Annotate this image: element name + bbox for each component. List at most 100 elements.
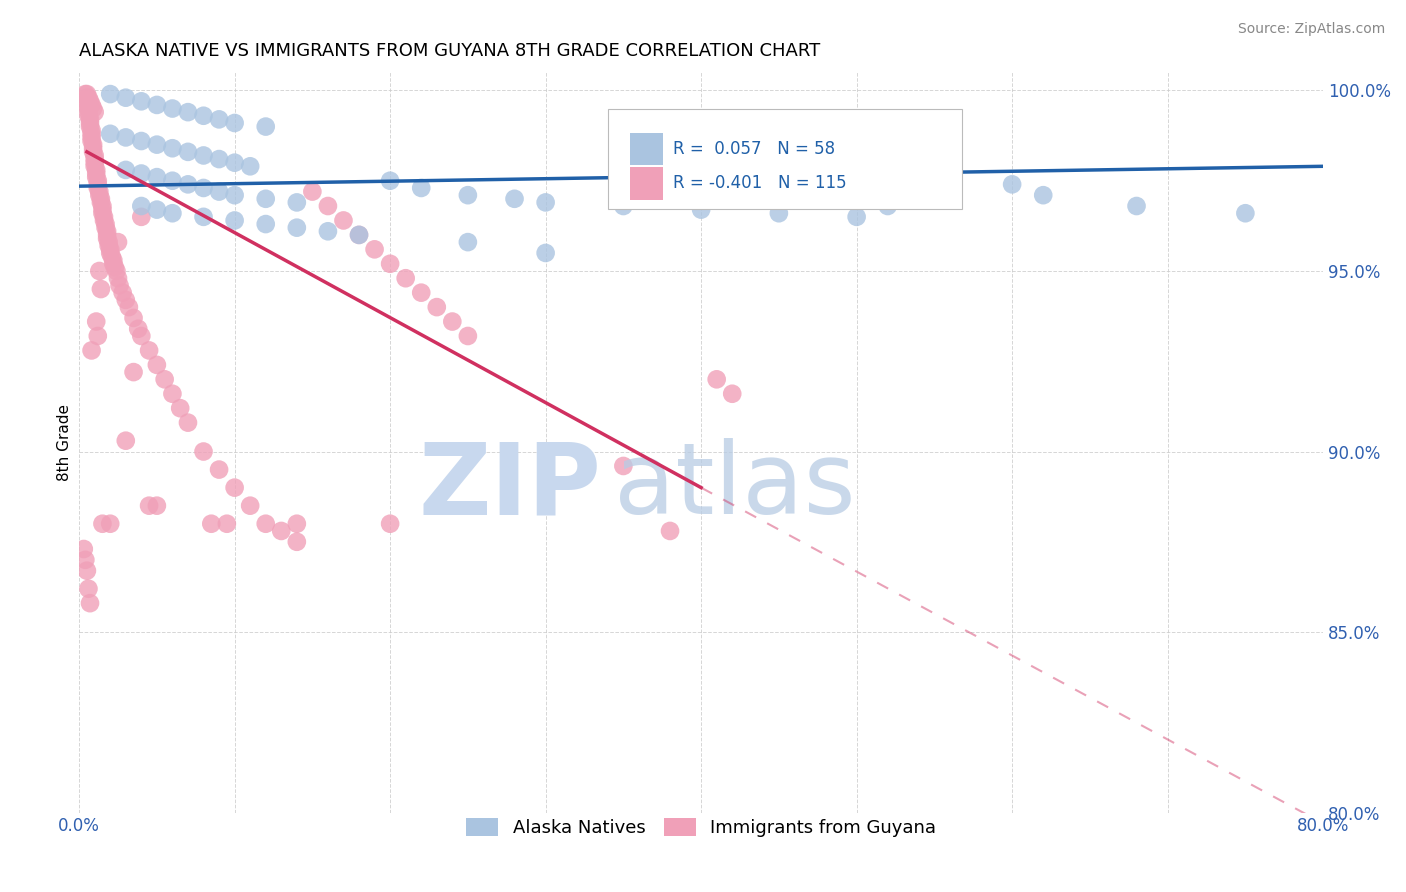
Point bbox=[98, 516, 121, 531]
Point bbox=[93, 213, 115, 227]
Point bbox=[193, 444, 215, 458]
Point bbox=[122, 310, 145, 325]
Point bbox=[87, 329, 110, 343]
Point bbox=[122, 365, 145, 379]
Point bbox=[146, 170, 169, 185]
Point bbox=[285, 516, 308, 531]
Point bbox=[138, 343, 160, 358]
Point bbox=[177, 416, 200, 430]
Point bbox=[363, 243, 385, 257]
Point bbox=[96, 224, 118, 238]
Point bbox=[224, 188, 246, 202]
Point bbox=[104, 260, 127, 275]
Point bbox=[162, 386, 184, 401]
Point bbox=[107, 271, 129, 285]
Point bbox=[114, 293, 136, 307]
Point bbox=[924, 174, 946, 188]
Point bbox=[77, 91, 100, 105]
Point bbox=[82, 102, 104, 116]
Point bbox=[270, 524, 292, 538]
Point bbox=[169, 401, 191, 416]
Point bbox=[254, 120, 277, 134]
Point bbox=[82, 145, 104, 159]
Point bbox=[162, 174, 184, 188]
Point bbox=[114, 130, 136, 145]
Point bbox=[224, 213, 246, 227]
Point bbox=[103, 253, 125, 268]
Point bbox=[200, 516, 222, 531]
Y-axis label: 8th Grade: 8th Grade bbox=[58, 404, 72, 481]
Legend: Alaska Natives, Immigrants from Guyana: Alaska Natives, Immigrants from Guyana bbox=[458, 811, 943, 844]
Point bbox=[76, 95, 98, 109]
Point bbox=[82, 141, 104, 155]
Point bbox=[80, 98, 103, 112]
Point bbox=[503, 192, 526, 206]
Point bbox=[76, 91, 98, 105]
Point bbox=[105, 264, 128, 278]
Point bbox=[98, 127, 121, 141]
Point bbox=[91, 199, 114, 213]
Point bbox=[162, 102, 184, 116]
Point bbox=[347, 227, 370, 242]
FancyBboxPatch shape bbox=[630, 167, 662, 200]
Point bbox=[107, 235, 129, 249]
Point bbox=[254, 217, 277, 231]
Point bbox=[146, 202, 169, 217]
Point bbox=[706, 372, 728, 386]
Point bbox=[876, 199, 898, 213]
Point bbox=[79, 116, 101, 130]
Point bbox=[87, 178, 110, 192]
Point bbox=[89, 188, 111, 202]
Point bbox=[101, 250, 124, 264]
Point bbox=[208, 112, 231, 127]
Point bbox=[378, 174, 401, 188]
Point bbox=[193, 181, 215, 195]
Point bbox=[96, 227, 118, 242]
Point bbox=[146, 137, 169, 152]
Point bbox=[285, 534, 308, 549]
Point bbox=[79, 596, 101, 610]
Point bbox=[131, 199, 153, 213]
Point bbox=[131, 167, 153, 181]
Point bbox=[89, 185, 111, 199]
Point bbox=[721, 386, 744, 401]
Point bbox=[83, 155, 105, 169]
Point bbox=[87, 174, 110, 188]
Point bbox=[162, 141, 184, 155]
Point bbox=[441, 314, 464, 328]
Point bbox=[612, 199, 634, 213]
Point bbox=[76, 98, 98, 112]
Text: ZIP: ZIP bbox=[419, 438, 602, 535]
Point bbox=[114, 434, 136, 448]
Point bbox=[208, 185, 231, 199]
Point bbox=[84, 162, 107, 177]
Point bbox=[79, 95, 101, 109]
Point bbox=[79, 112, 101, 127]
Point bbox=[93, 210, 115, 224]
FancyBboxPatch shape bbox=[607, 110, 962, 210]
Point bbox=[77, 109, 100, 123]
Point bbox=[75, 87, 97, 101]
Point bbox=[224, 155, 246, 169]
Point bbox=[131, 210, 153, 224]
Point bbox=[457, 188, 479, 202]
Point bbox=[83, 148, 105, 162]
Point bbox=[108, 278, 131, 293]
Text: atlas: atlas bbox=[614, 438, 856, 535]
Point bbox=[84, 170, 107, 185]
Point bbox=[87, 181, 110, 195]
Point bbox=[395, 271, 418, 285]
Point bbox=[94, 217, 117, 231]
Point bbox=[80, 134, 103, 148]
Point bbox=[90, 195, 112, 210]
Point bbox=[534, 246, 557, 260]
Point bbox=[1234, 206, 1257, 220]
Point bbox=[690, 202, 713, 217]
Point bbox=[254, 192, 277, 206]
Text: Source: ZipAtlas.com: Source: ZipAtlas.com bbox=[1237, 22, 1385, 37]
Point bbox=[97, 238, 120, 252]
Point bbox=[146, 358, 169, 372]
Point bbox=[411, 181, 433, 195]
Point bbox=[77, 102, 100, 116]
Point bbox=[177, 145, 200, 159]
